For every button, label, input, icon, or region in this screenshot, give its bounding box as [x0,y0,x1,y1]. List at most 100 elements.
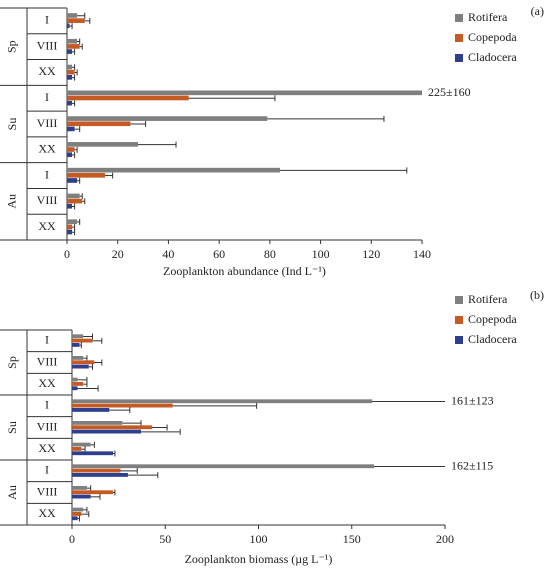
bar [72,343,80,347]
y-tick-label: XX [38,441,56,455]
bar [72,442,91,447]
bar [72,334,84,339]
bar [67,147,75,152]
legend-swatch [455,14,463,22]
bar [67,121,131,127]
bars [67,12,422,236]
group-label: Sp [5,40,19,53]
bar [67,100,73,106]
bar [72,356,84,360]
bar [72,464,375,469]
bar [72,360,95,365]
bar [67,44,80,49]
y-tick-label: I [45,90,49,104]
bar [67,203,73,209]
legend-label: Rotifera [468,292,508,306]
legend-label: Rotifera [468,10,508,24]
y-tick-label: I [45,398,49,412]
bar [67,18,85,23]
x-tick-label: 200 [436,532,454,546]
bar [67,152,73,158]
legend-swatch [455,34,463,42]
y-tick-label: I [45,13,49,27]
bar [67,38,78,44]
bar [67,193,80,199]
x-tick-label: 40 [162,247,174,261]
legend-label: Cladocera [468,50,517,64]
bar [72,377,78,382]
bar [67,13,78,18]
y-tick-label: XX [38,142,56,156]
y-tick-label: I [45,333,49,347]
y-tick-label: I [45,463,49,477]
x-tick-label: 120 [362,247,380,261]
x-tick-label: 100 [250,532,268,546]
legend-swatch [455,316,463,324]
bar [67,126,75,132]
x-axis-label: Zooplankton abundance (Ind L⁻¹) [163,264,326,278]
y-tick-label: VIII [37,354,58,368]
y-tick-label: VIII [37,193,58,207]
panel-label: (a) [531,4,544,18]
bar [67,90,422,96]
group-label: Au [5,194,19,209]
bar [72,494,91,499]
bar [67,167,280,173]
bar [67,75,73,80]
bar [67,49,73,54]
bar [67,95,189,101]
x-tick-label: 100 [312,247,330,261]
x-tick-label: 0 [69,532,75,546]
x-tick-label: 140 [413,247,431,261]
legend-label: Copepoda [468,312,517,326]
group-label: Au [5,485,19,500]
bar [67,198,83,204]
x-axis-label: Zooplankton biomass (µg L⁻¹) [185,552,333,566]
bar [67,219,78,225]
bar [72,421,123,425]
y-tick-label: XX [38,219,56,233]
bar [72,451,114,456]
x-tick-label: 20 [112,247,124,261]
bar [67,172,106,178]
bar [72,429,142,434]
bar [72,386,78,391]
y-tick-label: VIII [37,419,58,433]
y-tick-label: I [45,167,49,181]
x-tick-label: 60 [213,247,225,261]
x-tick-label: 150 [343,532,361,546]
legend-swatch [455,296,463,304]
legend-label: Copepoda [468,30,517,44]
y-tick-label: VIII [37,38,58,52]
group-label: Sp [5,356,19,369]
bar [72,425,153,430]
bar [72,468,121,473]
y-tick-label: XX [38,506,56,520]
bar [72,399,373,404]
legend-label: Cladocera [468,332,517,346]
y-tick-label: VIII [37,116,58,130]
annotation: 161±123 [451,393,494,407]
bar [72,403,173,408]
annotation: 162±115 [451,458,493,472]
x-tick-label: 0 [64,247,70,261]
bar [72,338,93,343]
y-tick-label: VIII [37,484,58,498]
x-tick-label: 50 [159,532,171,546]
panel-label: (b) [530,288,544,302]
bar [72,447,82,451]
group-label: Su [5,421,19,434]
bar [67,178,78,183]
bar [72,486,87,490]
bar [72,473,128,477]
bar [67,69,75,75]
legend-swatch [455,336,463,344]
legend-swatch [455,54,463,62]
bar [72,490,114,495]
bar [72,364,89,369]
group-label: Su [5,118,19,131]
y-tick-label: XX [38,376,56,390]
y-tick-label: XX [38,64,56,78]
bar [67,64,73,70]
